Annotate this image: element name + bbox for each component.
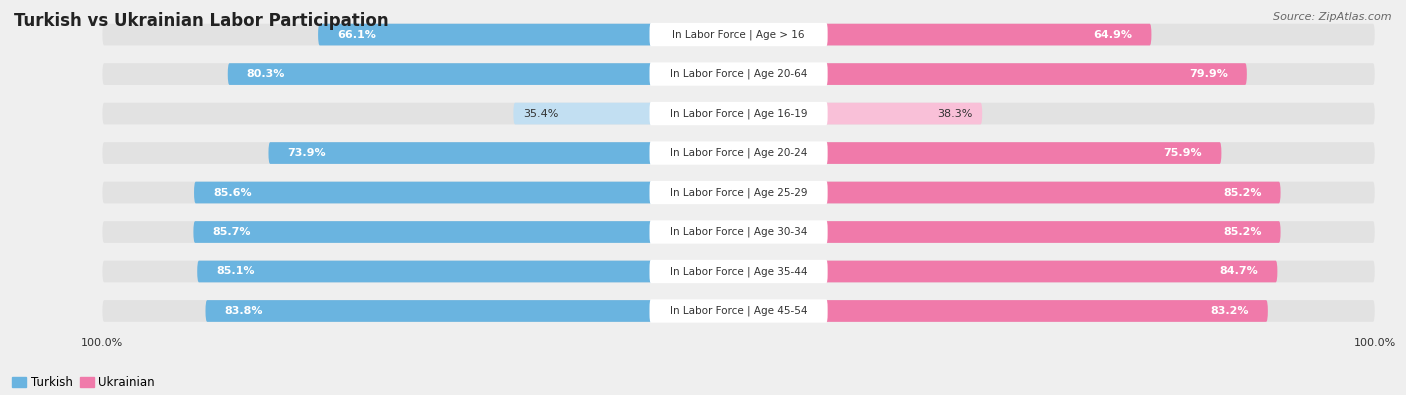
FancyBboxPatch shape: [650, 62, 828, 86]
FancyBboxPatch shape: [194, 182, 738, 203]
FancyBboxPatch shape: [738, 103, 1375, 124]
Text: 83.2%: 83.2%: [1211, 306, 1249, 316]
FancyBboxPatch shape: [318, 24, 738, 45]
Text: 38.3%: 38.3%: [938, 109, 973, 118]
FancyBboxPatch shape: [738, 182, 1375, 203]
Text: In Labor Force | Age 45-54: In Labor Force | Age 45-54: [669, 306, 807, 316]
FancyBboxPatch shape: [103, 142, 738, 164]
FancyBboxPatch shape: [738, 24, 1152, 45]
Text: In Labor Force | Age 30-34: In Labor Force | Age 30-34: [669, 227, 807, 237]
FancyBboxPatch shape: [269, 142, 738, 164]
FancyBboxPatch shape: [738, 182, 1281, 203]
Text: 73.9%: 73.9%: [288, 148, 326, 158]
Text: 79.9%: 79.9%: [1189, 69, 1227, 79]
Text: 75.9%: 75.9%: [1164, 148, 1202, 158]
FancyBboxPatch shape: [738, 103, 983, 124]
Text: In Labor Force | Age 20-64: In Labor Force | Age 20-64: [669, 69, 807, 79]
FancyBboxPatch shape: [738, 142, 1375, 164]
Text: In Labor Force | Age 16-19: In Labor Force | Age 16-19: [669, 108, 807, 119]
Text: 64.9%: 64.9%: [1094, 30, 1132, 40]
FancyBboxPatch shape: [103, 24, 738, 45]
FancyBboxPatch shape: [103, 103, 738, 124]
FancyBboxPatch shape: [650, 23, 828, 46]
FancyBboxPatch shape: [738, 63, 1247, 85]
Text: 35.4%: 35.4%: [523, 109, 558, 118]
FancyBboxPatch shape: [738, 142, 1222, 164]
FancyBboxPatch shape: [103, 63, 738, 85]
FancyBboxPatch shape: [197, 261, 738, 282]
FancyBboxPatch shape: [650, 141, 828, 165]
FancyBboxPatch shape: [513, 103, 738, 124]
Text: 85.1%: 85.1%: [217, 267, 254, 276]
FancyBboxPatch shape: [103, 182, 738, 203]
Text: 80.3%: 80.3%: [247, 69, 285, 79]
FancyBboxPatch shape: [738, 221, 1281, 243]
FancyBboxPatch shape: [228, 63, 738, 85]
FancyBboxPatch shape: [738, 261, 1278, 282]
FancyBboxPatch shape: [738, 261, 1375, 282]
Text: 84.7%: 84.7%: [1219, 267, 1258, 276]
Text: In Labor Force | Age 35-44: In Labor Force | Age 35-44: [669, 266, 807, 277]
Text: In Labor Force | Age 20-24: In Labor Force | Age 20-24: [669, 148, 807, 158]
FancyBboxPatch shape: [650, 181, 828, 204]
FancyBboxPatch shape: [650, 299, 828, 323]
FancyBboxPatch shape: [738, 63, 1375, 85]
FancyBboxPatch shape: [738, 300, 1268, 322]
Text: Turkish vs Ukrainian Labor Participation: Turkish vs Ukrainian Labor Participation: [14, 12, 388, 30]
FancyBboxPatch shape: [103, 300, 738, 322]
FancyBboxPatch shape: [194, 221, 738, 243]
FancyBboxPatch shape: [205, 300, 738, 322]
FancyBboxPatch shape: [738, 221, 1375, 243]
Text: In Labor Force | Age > 16: In Labor Force | Age > 16: [672, 29, 804, 40]
Text: 100.0%: 100.0%: [1354, 339, 1396, 348]
Text: 85.2%: 85.2%: [1223, 227, 1261, 237]
FancyBboxPatch shape: [738, 24, 1375, 45]
FancyBboxPatch shape: [738, 300, 1375, 322]
Text: 100.0%: 100.0%: [82, 339, 124, 348]
FancyBboxPatch shape: [650, 220, 828, 244]
Text: Source: ZipAtlas.com: Source: ZipAtlas.com: [1274, 12, 1392, 22]
Text: 66.1%: 66.1%: [337, 30, 375, 40]
FancyBboxPatch shape: [650, 102, 828, 125]
Legend: Turkish, Ukrainian: Turkish, Ukrainian: [7, 371, 160, 394]
Text: 85.2%: 85.2%: [1223, 188, 1261, 198]
FancyBboxPatch shape: [103, 221, 738, 243]
FancyBboxPatch shape: [650, 260, 828, 283]
Text: 85.7%: 85.7%: [212, 227, 252, 237]
Text: 83.8%: 83.8%: [225, 306, 263, 316]
Text: 85.6%: 85.6%: [214, 188, 252, 198]
Text: In Labor Force | Age 25-29: In Labor Force | Age 25-29: [669, 187, 807, 198]
FancyBboxPatch shape: [103, 261, 738, 282]
